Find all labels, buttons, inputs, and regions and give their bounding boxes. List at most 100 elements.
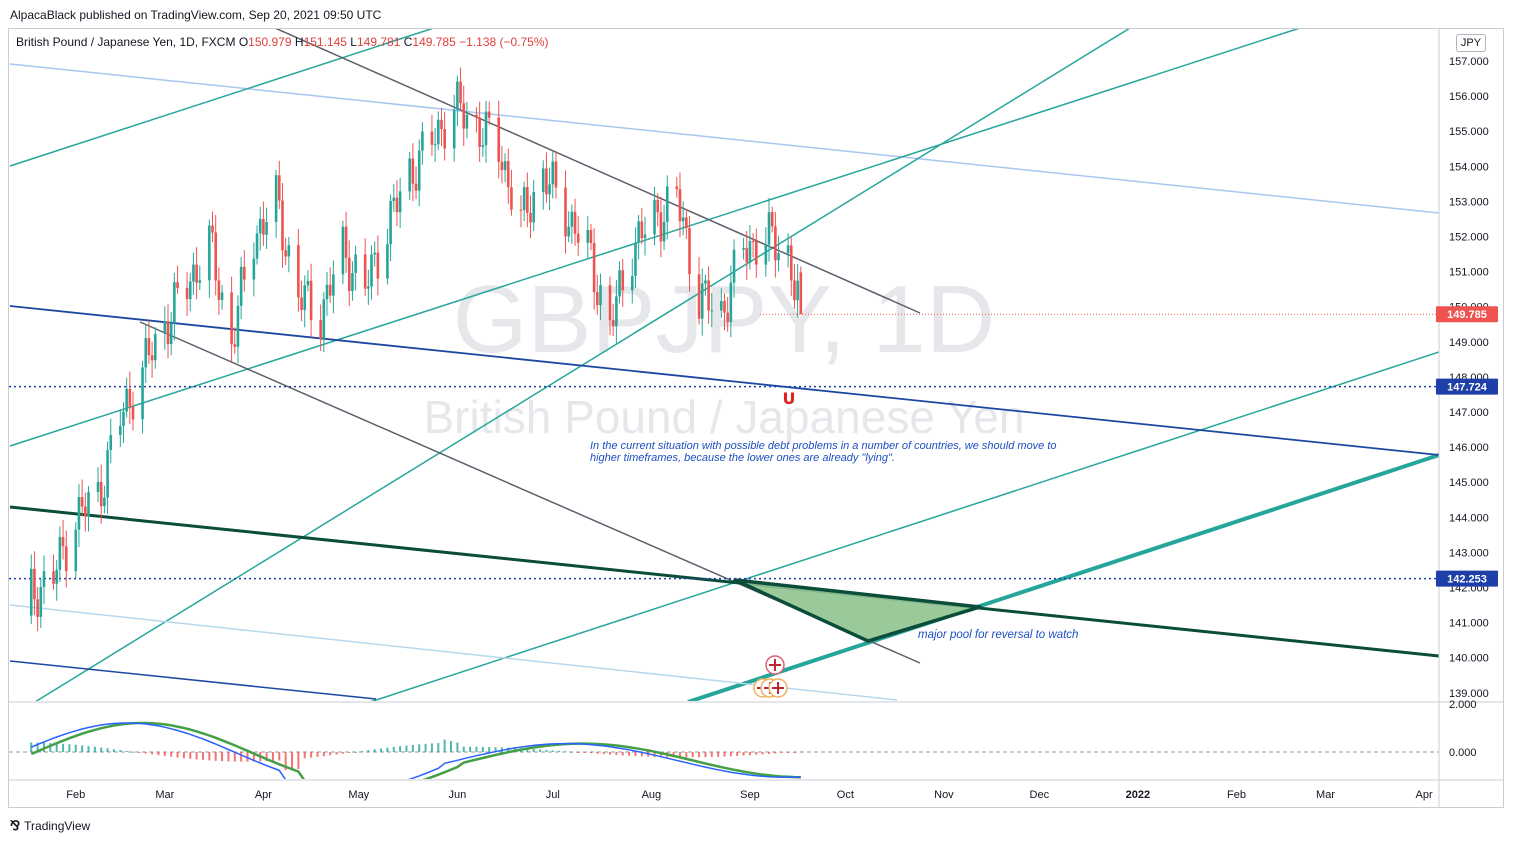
- candle-body: [252, 258, 256, 280]
- candle-body: [681, 217, 685, 222]
- candle-body: [144, 338, 148, 368]
- macd-histogram-bar: [799, 751, 802, 753]
- candle-body: [526, 187, 529, 213]
- price-tick-label: 147.000: [1449, 407, 1489, 419]
- candle-body: [408, 158, 411, 192]
- candle-body: [634, 242, 637, 276]
- macd-signal-line: [30, 721, 801, 779]
- candle-body: [239, 266, 243, 306]
- candle-body: [367, 286, 370, 289]
- candle-body: [322, 299, 326, 339]
- candle-body: [576, 233, 580, 243]
- tradingview-logo-icon[interactable]: ⅋: [10, 818, 21, 833]
- macd-histogram-bar: [157, 752, 160, 756]
- candle-body: [596, 292, 599, 306]
- macd-histogram-bar: [195, 752, 198, 760]
- macd-histogram-bar: [163, 752, 166, 756]
- light-blue-resistance-line[interactable]: [9, 63, 1439, 214]
- navy-channel-line-1[interactable]: [9, 305, 1439, 456]
- candle-body: [122, 411, 125, 427]
- candle-body: [554, 161, 558, 188]
- currency-button[interactable]: JPY: [1456, 34, 1486, 52]
- pool-note-annotation: major pool for reversal to watch: [918, 629, 1079, 641]
- candle-body: [532, 192, 535, 223]
- candle-body: [729, 282, 733, 323]
- candle-body: [328, 284, 332, 296]
- candle-body: [659, 212, 663, 242]
- macd-histogram-bar: [418, 744, 421, 752]
- candle-body: [564, 187, 567, 237]
- macd-histogram-bar: [297, 752, 300, 770]
- candle-body: [475, 114, 478, 118]
- price-tick-label: 146.000: [1449, 442, 1489, 454]
- uk-flag-cross-icon: [769, 659, 781, 671]
- candle-body: [185, 288, 189, 300]
- close-value: 149.785: [412, 35, 456, 49]
- time-tick-label: Mar: [155, 789, 174, 801]
- candle-body: [198, 280, 202, 283]
- macd-histogram-bar: [221, 752, 224, 762]
- price-tick-label: 153.000: [1449, 196, 1489, 208]
- candle-body: [395, 197, 399, 213]
- macd-histogram-bar: [583, 752, 586, 753]
- macd-histogram-bar: [437, 743, 440, 752]
- macd-histogram-bar: [526, 748, 529, 752]
- close-label: C: [403, 35, 413, 49]
- macd-histogram-bar: [761, 752, 764, 755]
- macd-histogram-bar: [271, 752, 274, 761]
- candle-body: [109, 434, 113, 451]
- teal-major-support-line[interactable]: [687, 453, 1439, 702]
- macd-histogram-bar: [558, 750, 561, 752]
- macd-histogram-bar: [736, 752, 739, 756]
- time-tick-label: May: [348, 789, 369, 801]
- candle-body: [103, 497, 106, 507]
- teal-channel-line-4[interactable]: [370, 351, 1439, 702]
- magnet-icon[interactable]: U: [783, 389, 796, 408]
- candle-body: [675, 186, 679, 190]
- high-value: 151.145: [303, 35, 347, 49]
- candle-body: [230, 292, 233, 345]
- teal-channel-line-1[interactable]: [9, 26, 440, 167]
- dark-green-channel-line[interactable]: [9, 505, 1439, 658]
- candle-body: [284, 250, 287, 257]
- price-badges: 149.785 147.724 142.253: [1436, 306, 1498, 587]
- candle-body: [723, 301, 726, 313]
- candle-body: [64, 546, 68, 572]
- macd-histogram-bar: [252, 752, 255, 762]
- candle-body: [592, 243, 596, 293]
- price-tick-label: 139.000: [1449, 688, 1489, 700]
- macd-histogram-bar: [316, 752, 319, 757]
- macd-histogram-bar: [335, 752, 338, 755]
- candle-body: [176, 282, 179, 289]
- candle-body: [774, 226, 777, 261]
- navy-channel-line-2[interactable]: [9, 660, 377, 700]
- time-tick-label: Mar: [1316, 789, 1335, 801]
- macd-histogram-bar: [291, 752, 294, 770]
- macd-histogram-bar: [742, 752, 745, 756]
- light-blue-lower-line[interactable]: [9, 604, 898, 701]
- macd-histogram-bar: [405, 745, 408, 752]
- macd-histogram-bar: [373, 749, 376, 752]
- candle-body: [398, 191, 402, 213]
- macd-histogram-bar: [36, 742, 39, 752]
- candle-body: [386, 244, 389, 279]
- candle-body: [297, 245, 300, 298]
- macd-histogram-bar: [462, 746, 465, 752]
- candle-body: [640, 221, 644, 239]
- gray-downtrend-line-1[interactable]: [275, 28, 921, 314]
- candle-body: [586, 230, 590, 243]
- candle-body: [119, 426, 122, 435]
- candle-body: [274, 175, 278, 222]
- macd-histogram-bar: [341, 752, 344, 754]
- macd-histogram-bar: [596, 752, 599, 754]
- macd-histogram-bar: [589, 752, 592, 754]
- candle-body: [389, 200, 392, 245]
- symbol-name[interactable]: British Pound / Japanese Yen, 1D, FXCM: [16, 35, 236, 49]
- macd-histogram-bar: [151, 752, 154, 755]
- candle-body: [150, 355, 154, 361]
- candle-body: [363, 254, 367, 289]
- candle-body: [770, 212, 774, 227]
- reversal-pool-triangle[interactable]: [733, 578, 982, 643]
- footer-brand[interactable]: TradingView: [24, 819, 91, 833]
